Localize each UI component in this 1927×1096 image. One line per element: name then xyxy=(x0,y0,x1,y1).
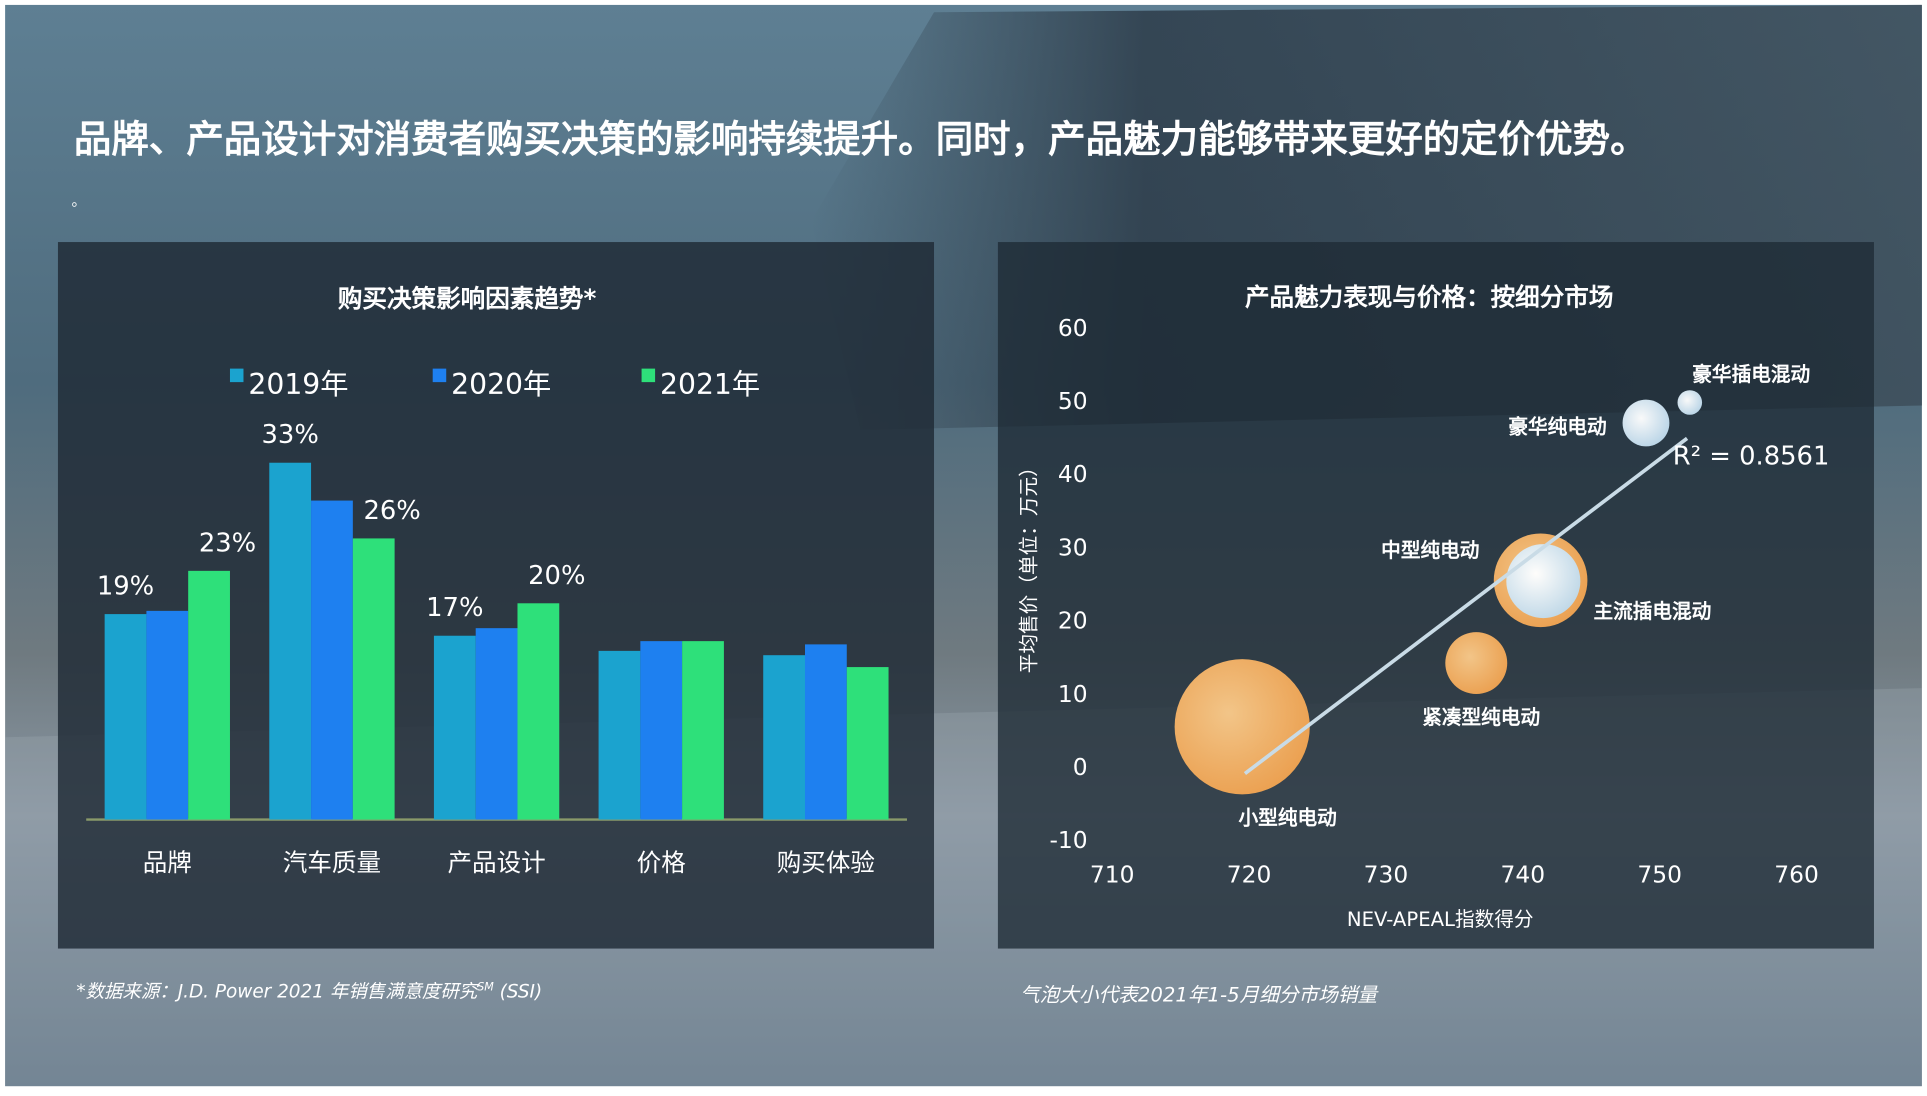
legend-label: 2021年 xyxy=(660,368,760,401)
legend-label: 2020年 xyxy=(451,368,551,401)
bar xyxy=(804,644,847,820)
bubble-label: 紧凑型纯电动 xyxy=(1422,706,1540,729)
x-axis-title: NEV-APEAL指数得分 xyxy=(1347,908,1534,931)
bubble-label: 豪华插电混动 xyxy=(1692,363,1810,386)
slide-title: 品牌、产品设计对消费者购买决策的影响持续提升。同时，产品魅力能够带来更好的定价优… xyxy=(74,117,1648,161)
value-label: 20% xyxy=(528,561,585,591)
y-axis-title: 平均售价（单位：万元） xyxy=(1017,457,1040,673)
bar-chart-title: 购买决策影响因素趋势* xyxy=(338,284,597,313)
right-panel xyxy=(997,242,1874,949)
source-text: *数据来源：J.D. Power 2021 年销售满意度研究 xyxy=(76,982,479,1003)
bar xyxy=(598,650,641,820)
bubble-label: 小型纯电动 xyxy=(1239,806,1337,829)
bar xyxy=(188,570,230,820)
bar xyxy=(146,610,189,820)
x-tick-label: 价格 xyxy=(637,848,686,877)
source-tail: (SSI) xyxy=(494,982,542,1003)
bar xyxy=(517,603,560,820)
x-tick-label: 710 xyxy=(1090,861,1135,889)
bubble xyxy=(1445,632,1508,695)
bar xyxy=(475,628,518,820)
title-tail: 。 xyxy=(71,193,86,210)
x-tick-label: 产品设计 xyxy=(447,848,545,877)
x-tick-label: 730 xyxy=(1364,861,1409,889)
bar xyxy=(640,641,683,820)
bubble xyxy=(1677,390,1703,415)
y-tick-label: 50 xyxy=(1058,387,1088,415)
bubble-label: 主流插电混动 xyxy=(1593,600,1711,623)
value-label: 26% xyxy=(363,496,420,526)
bubble xyxy=(1622,399,1670,447)
bar xyxy=(763,655,805,820)
bubble xyxy=(1174,659,1310,795)
y-tick-label: 60 xyxy=(1058,314,1088,342)
r-squared: R² = 0.8561 xyxy=(1673,442,1830,472)
y-tick-label: 20 xyxy=(1058,607,1088,635)
y-tick-label: 30 xyxy=(1058,533,1088,561)
value-label: 17% xyxy=(426,593,483,623)
bubble-chart-title: 产品魅力表现与价格：按细分市场 xyxy=(1245,283,1613,312)
source-sup: SM xyxy=(477,980,494,993)
x-tick-label: 740 xyxy=(1501,861,1546,889)
bar xyxy=(269,462,312,820)
x-tick-label: 720 xyxy=(1227,861,1272,889)
trendline xyxy=(1243,436,1689,776)
legend-swatch xyxy=(432,368,447,383)
bar xyxy=(352,538,395,820)
x-tick-label: 750 xyxy=(1637,861,1682,889)
x-tick-label: 购买体验 xyxy=(777,848,875,877)
y-tick-label: -10 xyxy=(1049,826,1087,854)
bar xyxy=(311,500,353,820)
y-tick-label: 10 xyxy=(1058,680,1088,708)
value-label: 23% xyxy=(199,528,256,558)
y-tick-label: 40 xyxy=(1058,460,1088,488)
legend-label: 2019年 xyxy=(248,368,348,401)
source-note: *数据来源：J.D. Power 2021 年销售满意度研究SM (SSI) xyxy=(76,980,542,1002)
legend-swatch xyxy=(229,368,244,383)
y-tick-label: 0 xyxy=(1073,753,1088,781)
bar xyxy=(433,635,476,820)
x-tick-label: 760 xyxy=(1774,861,1819,889)
x-tick-label: 品牌 xyxy=(143,848,192,877)
value-label: 33% xyxy=(262,420,319,450)
bar xyxy=(104,614,147,820)
bubble-label: 豪华纯电动 xyxy=(1508,415,1606,438)
bubble-note: 气泡大小代表2021年1-5月细分市场销量 xyxy=(1020,983,1379,1006)
legend-swatch xyxy=(641,368,656,383)
bar xyxy=(846,667,889,820)
x-tick-label: 汽车质量 xyxy=(283,848,381,877)
value-label: 19% xyxy=(97,572,154,602)
bar xyxy=(682,641,724,820)
bubble-label: 中型纯电动 xyxy=(1381,539,1479,562)
bubble xyxy=(1506,544,1581,619)
